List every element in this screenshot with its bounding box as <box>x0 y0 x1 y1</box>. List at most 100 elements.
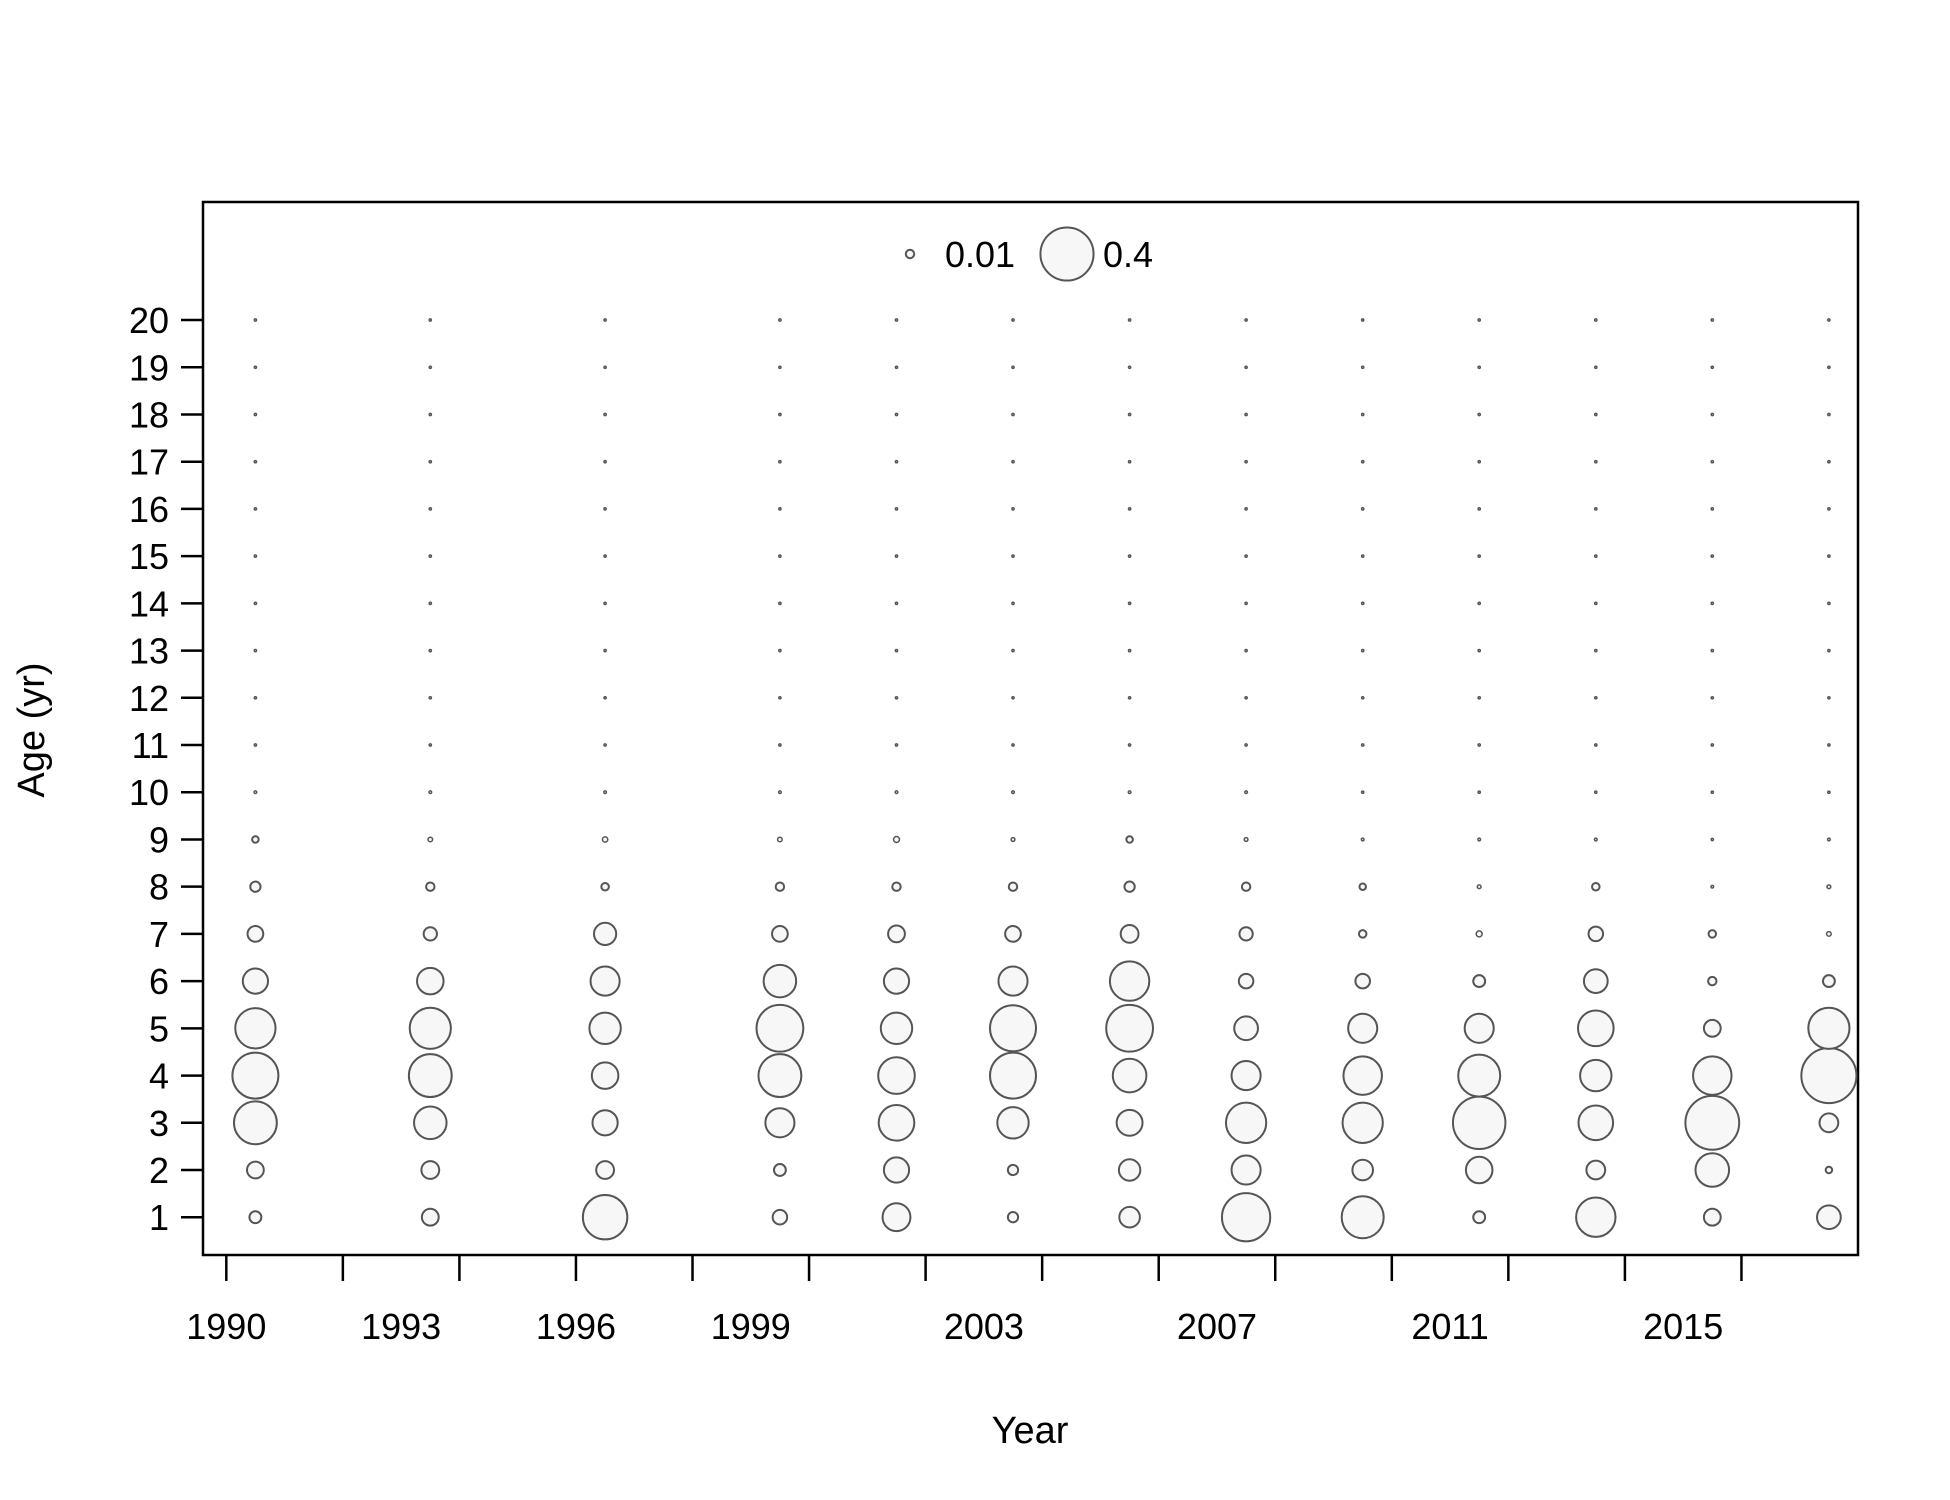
bubble-2007.5-age-8 <box>1240 881 1252 892</box>
bubble-2001.5-age-11 <box>894 743 899 747</box>
y-tick-label-3: 3 <box>149 1103 169 1144</box>
bubble-2001.5-age-2 <box>882 1156 911 1184</box>
bubble-2011.5-age-15 <box>1477 554 1482 558</box>
bubble-2017.5-age-13 <box>1827 648 1831 653</box>
bubble-1993.5-age-10 <box>428 790 433 795</box>
bubble-1990.5-age-6 <box>241 967 269 995</box>
bubble-2001.5-age-13 <box>894 648 899 653</box>
bubble-2011.5-age-19 <box>1477 365 1482 370</box>
bubble-2017.5-age-12 <box>1827 695 1831 700</box>
y-tick-label-2: 2 <box>149 1150 169 1191</box>
bubble-2013.5-age-3 <box>1577 1104 1615 1142</box>
x-axis-title: Year <box>992 1410 1069 1452</box>
bubble-2011.5-age-10 <box>1477 790 1482 795</box>
bubble-2013.5-age-14 <box>1593 601 1598 606</box>
bubble-1996.5-age-17 <box>603 459 607 464</box>
y-tick-label-19: 19 <box>129 347 169 388</box>
bubble-2015.5-age-10 <box>1710 790 1715 795</box>
bubble-1996.5-age-9 <box>601 836 609 843</box>
bubble-1996.5-age-7 <box>592 921 618 947</box>
bubble-2009.5-age-3 <box>1341 1101 1384 1144</box>
bubble-2005.5-age-6 <box>1108 960 1151 1002</box>
y-tick-label-17: 17 <box>129 442 169 483</box>
bubble-2015.5-age-2 <box>1694 1152 1731 1188</box>
x-axis: 1990 1993 1996 1999 2003 2007 2011 2015 <box>186 1255 1743 1347</box>
bubble-2005.5-age-1 <box>1118 1205 1141 1229</box>
bubble-1990.5-age-5 <box>234 1007 277 1050</box>
bubble-2005.5-age-20 <box>1127 318 1132 322</box>
bubble-1996.5-age-3 <box>591 1109 619 1137</box>
legend-label-small: 0.01 <box>945 234 1015 275</box>
bubble-1993.5-age-16 <box>428 507 433 511</box>
plot-frame <box>201 200 1860 1257</box>
bubble-2013.5-age-11 <box>1593 743 1598 747</box>
bubble-2013.5-age-10 <box>1593 790 1598 795</box>
bubble-2015.5-age-8 <box>1710 884 1715 889</box>
y-tick-label-11: 11 <box>132 725 169 766</box>
bubble-2001.5-age-17 <box>894 459 899 464</box>
bubble-2017.5-age-17 <box>1827 459 1831 464</box>
bubble-2013.5-age-18 <box>1593 412 1598 417</box>
bubble-2001.5-age-10 <box>894 790 899 795</box>
bubble-1993.5-age-12 <box>428 695 433 700</box>
bubble-1996.5-age-4 <box>590 1061 620 1090</box>
bubble-2003.5-age-9 <box>1010 836 1016 843</box>
bubble-2005.5-age-11 <box>1127 743 1132 747</box>
bubble-2001.5-age-14 <box>894 601 899 606</box>
bubble-2017.5-age-1 <box>1816 1204 1842 1231</box>
x-tick-label-1990: 1990 <box>186 1306 266 1347</box>
bubble-1996.5-age-10 <box>603 790 608 795</box>
bubble-2009.5-age-19 <box>1360 365 1365 370</box>
bubble-2005.5-age-7 <box>1119 923 1140 944</box>
bubble-2009.5-age-8 <box>1358 882 1367 891</box>
bubble-2001.5-age-19 <box>894 365 899 370</box>
bubble-1999.5-age-7 <box>771 925 789 943</box>
bubble-2017.5-age-8 <box>1826 884 1832 890</box>
bubble-1990.5-age-8 <box>249 880 262 893</box>
bubble-2015.5-age-7 <box>1707 929 1718 939</box>
bubble-1999.5-age-1 <box>771 1208 789 1226</box>
bubble-2015.5-age-20 <box>1710 318 1715 322</box>
bubble-2017.5-age-3 <box>1818 1112 1840 1134</box>
legend: 0.01 0.4 <box>904 226 1153 282</box>
bubble-2005.5-age-5 <box>1105 1003 1154 1053</box>
bubble-2015.5-age-1 <box>1702 1207 1722 1227</box>
bubble-1993.5-age-7 <box>422 926 438 942</box>
bubble-2015.5-age-5 <box>1702 1018 1722 1038</box>
bubble-2007.5-age-5 <box>1233 1015 1259 1042</box>
y-tick-label-15: 15 <box>129 536 169 577</box>
bubble-2003.5-age-5 <box>989 1004 1037 1053</box>
bubble-2001.5-age-20 <box>894 318 899 322</box>
bubble-2005.5-age-18 <box>1127 412 1132 417</box>
bubble-2003.5-age-1 <box>1006 1211 1020 1224</box>
bubble-2007.5-age-4 <box>1230 1060 1262 1092</box>
bubble-2017.5-age-18 <box>1827 412 1831 417</box>
bubble-1990.5-age-9 <box>251 835 260 844</box>
bubble-1996.5-age-19 <box>603 365 607 370</box>
bubble-2009.5-age-1 <box>1340 1195 1385 1240</box>
bubble-1999.5-age-2 <box>772 1163 787 1177</box>
y-tick-label-10: 10 <box>129 772 169 813</box>
bubble-1993.5-age-8 <box>425 881 436 892</box>
bubble-2009.5-age-14 <box>1360 601 1365 606</box>
x-tick-label-2003: 2003 <box>944 1306 1024 1347</box>
bubble-2009.5-age-7 <box>1357 929 1368 939</box>
bubble-2011.5-age-3 <box>1451 1095 1507 1151</box>
bubble-1999.5-age-19 <box>778 365 782 370</box>
bubble-2007.5-age-19 <box>1244 365 1248 370</box>
x-tick-label-2011: 2011 <box>1411 1306 1488 1347</box>
bubble-1999.5-age-13 <box>778 648 782 653</box>
bubble-2015.5-age-15 <box>1710 554 1715 558</box>
bubble-1996.5-age-11 <box>603 743 607 747</box>
bubble-2009.5-age-17 <box>1360 459 1365 464</box>
bubble-2013.5-age-9 <box>1593 837 1598 842</box>
bubble-1999.5-age-15 <box>778 554 782 558</box>
bubble-2007.5-age-20 <box>1244 318 1248 322</box>
x-tick-label-2007: 2007 <box>1177 1306 1257 1347</box>
bubble-2001.5-age-6 <box>882 967 911 995</box>
bubble-1990.5-age-2 <box>246 1160 265 1180</box>
bubble-2013.5-age-5 <box>1576 1009 1615 1048</box>
bubble-2011.5-age-13 <box>1477 648 1482 653</box>
bubble-2017.5-age-14 <box>1827 601 1831 606</box>
bubble-2001.5-age-1 <box>881 1202 912 1233</box>
